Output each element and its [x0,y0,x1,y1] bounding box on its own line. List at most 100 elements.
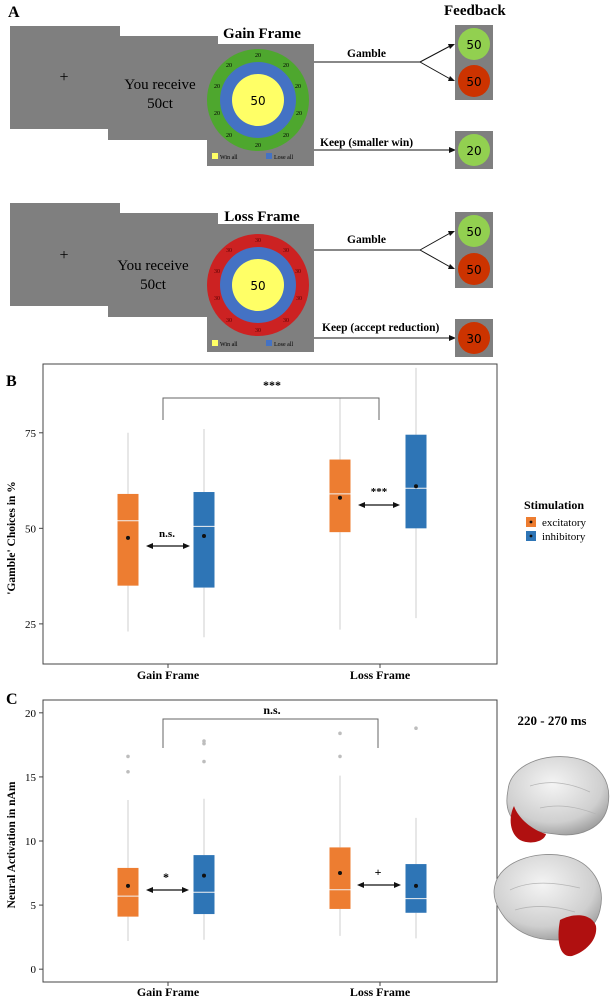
loss-center-value: 50 [250,279,265,293]
loss-frame-title: Loss Frame [224,209,300,225]
gain-frame-trial: + You receive 50ct Gain Frame 50 20 20 2… [10,25,493,169]
y-tick-label: 75 [25,428,37,440]
win-all-swatch [212,340,218,346]
stimulation-legend: Stimulation excitatory inhibitory [524,498,586,543]
ring-number: 30 [296,296,302,302]
box-excitatory-loss-frame [329,731,351,936]
loss-feedback-win [458,215,490,247]
legend-title: Stimulation [524,498,584,512]
y-tick-label: 20 [25,708,37,720]
panel-c: C 0 5 10 15 20 Neural Activation in nAm Gain… [6,691,610,999]
arrowhead [394,882,401,888]
outlier-point [126,754,130,759]
ring-number: 30 [226,248,232,254]
box-inhibitory-loss-frame [405,367,427,619]
gain-feedback-keep [458,134,490,166]
loss-feedback-lose [458,253,490,285]
panel-b-x-loss: Loss Frame [350,668,411,682]
arrowhead [146,887,153,893]
plot-frame [42,699,498,983]
box-inhibitory-gain-frame [193,739,215,940]
box-excitatory-loss-frame [329,398,351,630]
panel-a-label: A [8,4,20,21]
gain-feedback-lose [458,65,490,97]
arrowhead [393,502,400,508]
ring-number: 30 [214,296,220,302]
arrowhead [357,882,364,888]
feedback-value: 30 [466,332,481,346]
gain-wheel-legend: Win all Lose all [212,153,293,161]
gain-ring-numbers: 20 20 20 20 20 20 20 20 20 20 [214,53,302,149]
panel-b-sig-between: *** [263,378,281,392]
y-tick-label: 5 [31,900,37,912]
mean-point [414,484,418,489]
y-tick-label: 50 [25,523,37,535]
legend-mean-dot [529,520,533,524]
loss-ring-numbers: 30 30 30 30 30 30 30 30 30 30 [214,238,302,334]
gain-wheel: 50 20 20 20 20 20 20 20 20 20 20 [207,49,309,151]
panel-b-chart: 25 50 75 [25,363,498,668]
ring-number: 30 [226,318,232,324]
lose-all-swatch [266,340,272,346]
ring-number: 30 [255,238,261,244]
gain-fixation-cross: + [59,69,68,86]
panel-b-y-label: 'Gamble' Choices in % [6,481,18,594]
box-excitatory-gain-frame [117,754,139,941]
loss-center [232,259,284,311]
gain-feedback: 50 50 20 [455,25,493,169]
outlier-point [202,741,206,746]
y-tick-label: 25 [25,619,37,631]
brain-activation-top [510,806,546,843]
gain-keep-label: Keep (smaller win) [320,137,413,149]
gain-legend-lose: Lose all [274,155,293,161]
ring-number: 30 [295,269,301,275]
ring-number: 30 [255,328,261,334]
loss-fixation-cross: + [59,247,68,264]
gain-legend-win: Win all [220,155,238,161]
feedback-value: 50 [466,38,481,52]
loss-receive-line1: You receive [117,258,189,274]
lose-all-swatch [266,153,272,159]
gain-gamble-label: Gamble [347,48,386,60]
y-tick-label: 0 [31,964,37,976]
outlier-point [338,754,342,759]
mean-point [202,533,206,538]
feedback-title: Feedback [444,3,506,19]
loss-gamble-label: Gamble [347,234,386,246]
box-iqr [405,864,427,913]
gain-frame-title: Gain Frame [223,26,301,42]
panel-b-x-gain: Gain Frame [137,668,200,682]
arrowhead [182,887,189,893]
panel-c-label: C [6,691,18,708]
panel-c-sig-loss: + [375,865,382,879]
loss-feedback-keep [458,322,490,354]
mean-point [126,883,130,888]
panel-b: B 25 50 75 'Gamble' Choices in % Gain Fram… [6,363,586,682]
feedback-value: 20 [466,144,481,158]
outlier-point [414,726,418,730]
panel-b-label: B [6,373,17,390]
gain-center [232,74,284,126]
ring-number: 30 [214,269,220,275]
outlier-point [202,759,206,764]
brain-activation-bottom [558,915,597,957]
ring-number: 20 [283,63,289,69]
ring-number: 20 [283,133,289,139]
panel-c-sig-gain: * [163,870,169,884]
mean-point [202,873,206,878]
ring-number: 20 [295,84,301,90]
panel-c-x-loss: Loss Frame [350,985,411,999]
gain-center-value: 50 [250,94,265,108]
mean-point [126,535,130,540]
box-excitatory-gain-frame [117,432,139,632]
arrowhead [358,502,365,508]
loss-arrowheads [448,231,456,341]
feedback-value: 50 [466,263,481,277]
loss-arrows [314,231,453,339]
outlier-point [338,731,342,736]
panel-c-sig-between: n.s. [263,703,280,717]
mean-point [338,871,342,876]
panel-a: A Feedback + You receive 50ct Gain Frame… [8,3,506,357]
box-inhibitory-gain-frame [193,428,215,638]
